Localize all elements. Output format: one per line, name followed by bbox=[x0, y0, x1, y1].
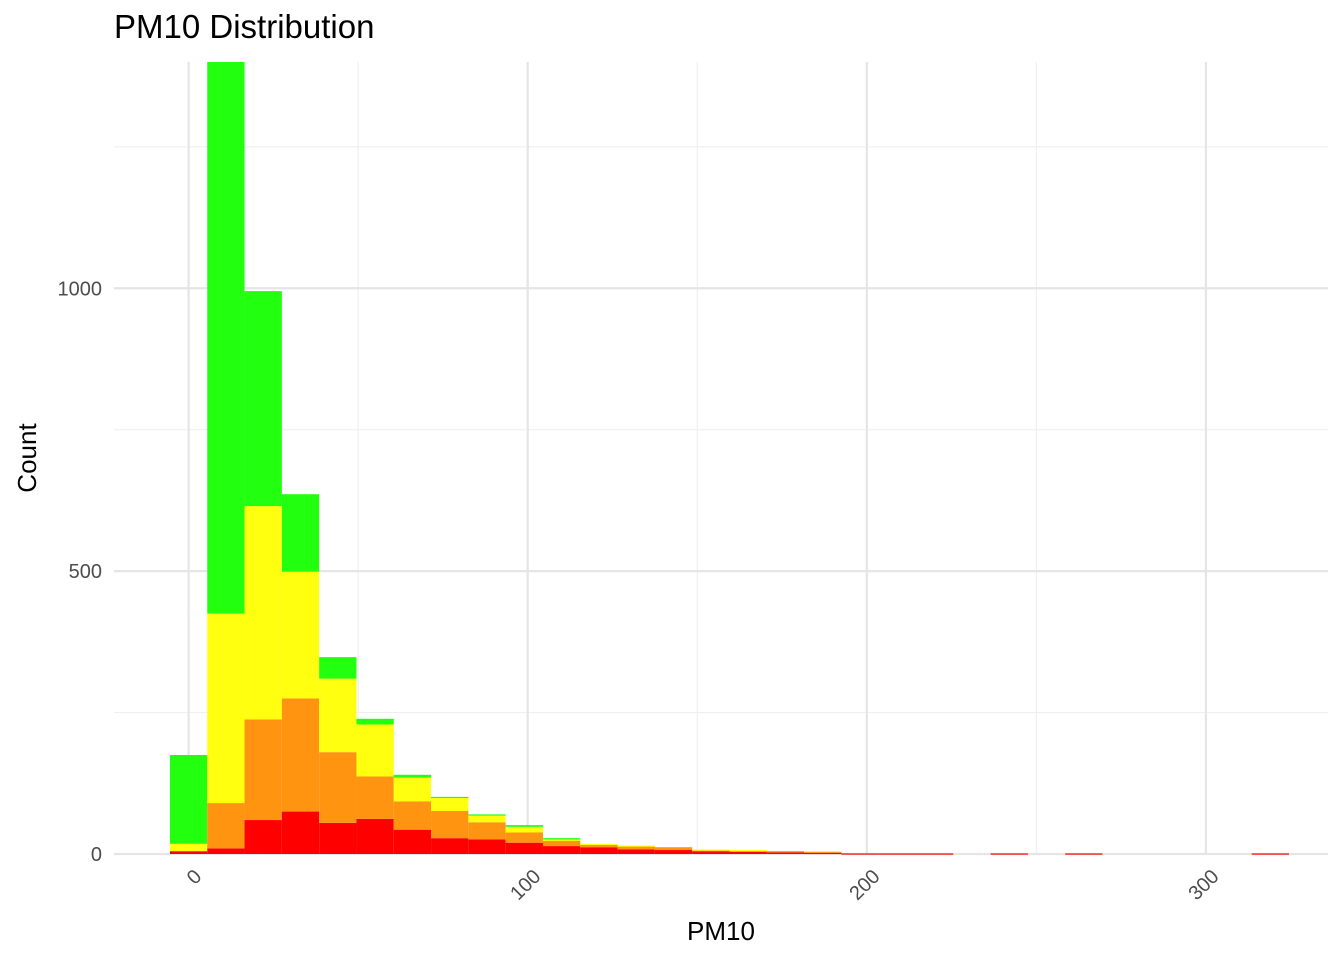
x-tick-label: 100 bbox=[506, 866, 545, 905]
bar-segment bbox=[356, 818, 394, 854]
bar-segment bbox=[169, 851, 208, 854]
bar-segment bbox=[207, 803, 245, 849]
bar-segment bbox=[431, 796, 469, 799]
bar-segment bbox=[617, 849, 655, 854]
bar-segment bbox=[542, 846, 581, 854]
bar-segment bbox=[542, 838, 581, 841]
bar-segment bbox=[580, 847, 618, 854]
bar-segment bbox=[207, 848, 245, 854]
x-tick-label: 300 bbox=[1184, 866, 1223, 905]
bar-segment bbox=[281, 811, 320, 854]
bar-segment bbox=[505, 842, 543, 854]
bar-segment bbox=[580, 843, 618, 846]
bar-segment bbox=[654, 847, 693, 851]
bar-segment bbox=[841, 853, 879, 855]
bar-segment bbox=[468, 822, 506, 840]
bar-segment bbox=[505, 826, 543, 833]
bar-segment bbox=[542, 840, 581, 847]
bar-segment bbox=[281, 698, 320, 812]
bar-segment bbox=[542, 838, 581, 840]
bar-segment bbox=[169, 843, 208, 852]
bar-segment bbox=[804, 851, 842, 853]
x-tick-label: 200 bbox=[845, 866, 884, 905]
bar-segment bbox=[244, 291, 282, 507]
bar-segment bbox=[169, 755, 208, 844]
bar-segment bbox=[468, 814, 506, 823]
bar-segment bbox=[617, 845, 655, 847]
bar-segment bbox=[915, 853, 954, 855]
bar-segment bbox=[393, 801, 432, 830]
bar-segment bbox=[1251, 853, 1290, 855]
bar-segment bbox=[319, 822, 357, 854]
bar-segment bbox=[1065, 853, 1103, 855]
bar-segment bbox=[654, 850, 693, 854]
bar-segment bbox=[393, 774, 432, 778]
bar-segment bbox=[617, 846, 655, 850]
bar-segment bbox=[505, 825, 543, 827]
bar-segment bbox=[468, 814, 506, 816]
bar-segment bbox=[281, 571, 320, 699]
bar-segment bbox=[878, 853, 916, 855]
bar-segment bbox=[393, 777, 432, 802]
bar-segment bbox=[729, 851, 767, 854]
bar-segment bbox=[244, 719, 282, 821]
bar-segment bbox=[281, 494, 320, 572]
x-tick-label: 0 bbox=[183, 866, 206, 889]
bar-segment bbox=[804, 852, 842, 855]
x-axis-title: PM10 bbox=[687, 916, 755, 946]
bar-segment bbox=[356, 718, 394, 725]
bar-segment bbox=[356, 776, 394, 819]
bar-segment bbox=[356, 724, 394, 777]
bar-segment bbox=[319, 657, 357, 679]
y-tick-label: 0 bbox=[91, 844, 102, 866]
bar-segment bbox=[319, 678, 357, 753]
bar-segment bbox=[244, 506, 282, 720]
bar-segment bbox=[580, 844, 618, 848]
bar-segment bbox=[319, 752, 357, 823]
bar-segment bbox=[244, 820, 282, 854]
bar-segment bbox=[692, 851, 730, 854]
bar-segment bbox=[766, 852, 805, 854]
y-axis-title: Count bbox=[12, 423, 42, 493]
bar-segment bbox=[431, 838, 469, 854]
bar-segment bbox=[766, 851, 805, 853]
chart-title: PM10 Distribution bbox=[114, 8, 375, 45]
bar-segment bbox=[692, 849, 730, 851]
y-tick-label: 1000 bbox=[58, 278, 103, 300]
bar-segment bbox=[207, 62, 245, 614]
bar-segment bbox=[431, 811, 469, 839]
bar-segment bbox=[990, 853, 1028, 855]
bar-segment bbox=[505, 832, 543, 843]
bar-segment bbox=[431, 797, 469, 812]
y-tick-label: 500 bbox=[69, 561, 102, 583]
bar-segment bbox=[729, 850, 767, 852]
bar-segment bbox=[468, 839, 506, 854]
bar-segment bbox=[393, 829, 432, 854]
bar-segment bbox=[207, 613, 245, 804]
